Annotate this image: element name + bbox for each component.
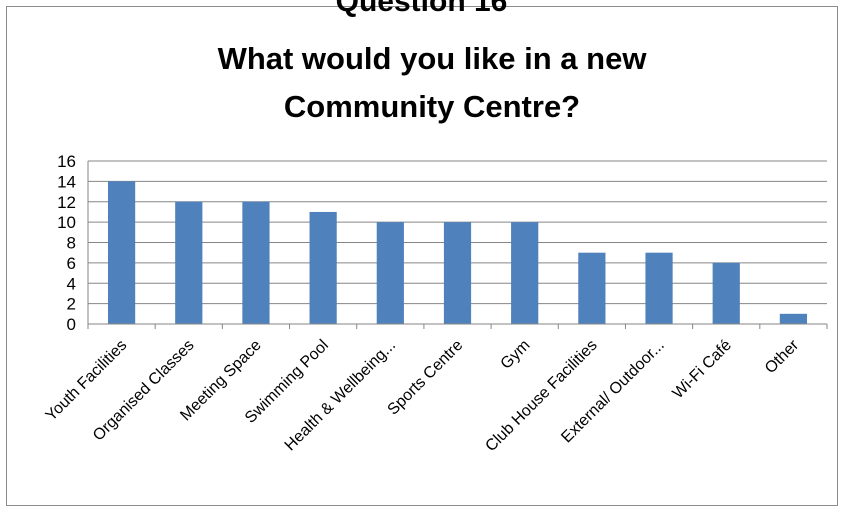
bar <box>511 222 539 324</box>
bar <box>175 201 203 324</box>
y-tick-label: 10 <box>57 213 76 232</box>
chart-title: What would you like in a new Community C… <box>218 41 648 124</box>
y-tick-label: 16 <box>57 152 76 171</box>
y-tick-label: 12 <box>57 193 76 212</box>
page-header-title: Question 16 <box>335 0 508 18</box>
bar <box>712 262 740 324</box>
x-category-label: Health & Wellbeing... <box>282 337 399 454</box>
y-tick-label: 8 <box>67 234 76 253</box>
axes <box>87 161 828 329</box>
y-tick-label: 4 <box>67 274 76 293</box>
x-category-label: Gym <box>498 337 534 373</box>
bar <box>107 181 136 324</box>
x-category-label: Club House Facilities <box>482 337 600 455</box>
bar <box>242 201 270 324</box>
y-tick-label: 14 <box>57 172 76 191</box>
bar <box>443 222 472 324</box>
bars <box>107 181 808 324</box>
y-tick-label: 6 <box>67 254 76 273</box>
bar <box>779 313 808 324</box>
bar <box>309 211 337 324</box>
bar <box>376 222 404 324</box>
x-category-label: Other <box>762 336 803 377</box>
y-tick-label: 0 <box>67 315 76 334</box>
chart-title-line-1: What would you like in a new <box>218 41 648 76</box>
chart-frame <box>6 6 838 506</box>
x-category-label: Wi-Fi Café <box>670 337 736 403</box>
bar <box>645 252 673 324</box>
bar <box>578 252 606 324</box>
chart-title-line-2: Community Centre? <box>284 89 580 124</box>
y-tick-label: 2 <box>67 295 76 314</box>
